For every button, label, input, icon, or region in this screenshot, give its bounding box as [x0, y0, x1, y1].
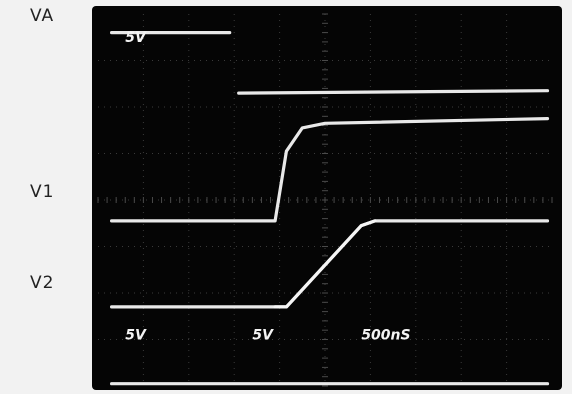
scale-label-ch1-volts: 5V — [125, 328, 147, 344]
scale-label-timebase: 500nS — [361, 328, 410, 344]
trace-v2 — [112, 221, 375, 307]
trace-va — [112, 33, 548, 94]
scale-label-va-volts: 5V — [125, 30, 147, 46]
traces — [112, 33, 548, 384]
trace-v1 — [112, 119, 548, 221]
trace-v1 — [275, 221, 547, 307]
graticule — [98, 14, 552, 386]
scope-annotations: 5V 5V 5V 500nS — [125, 30, 410, 344]
scale-label-ch2-volts: 5V — [252, 328, 274, 344]
